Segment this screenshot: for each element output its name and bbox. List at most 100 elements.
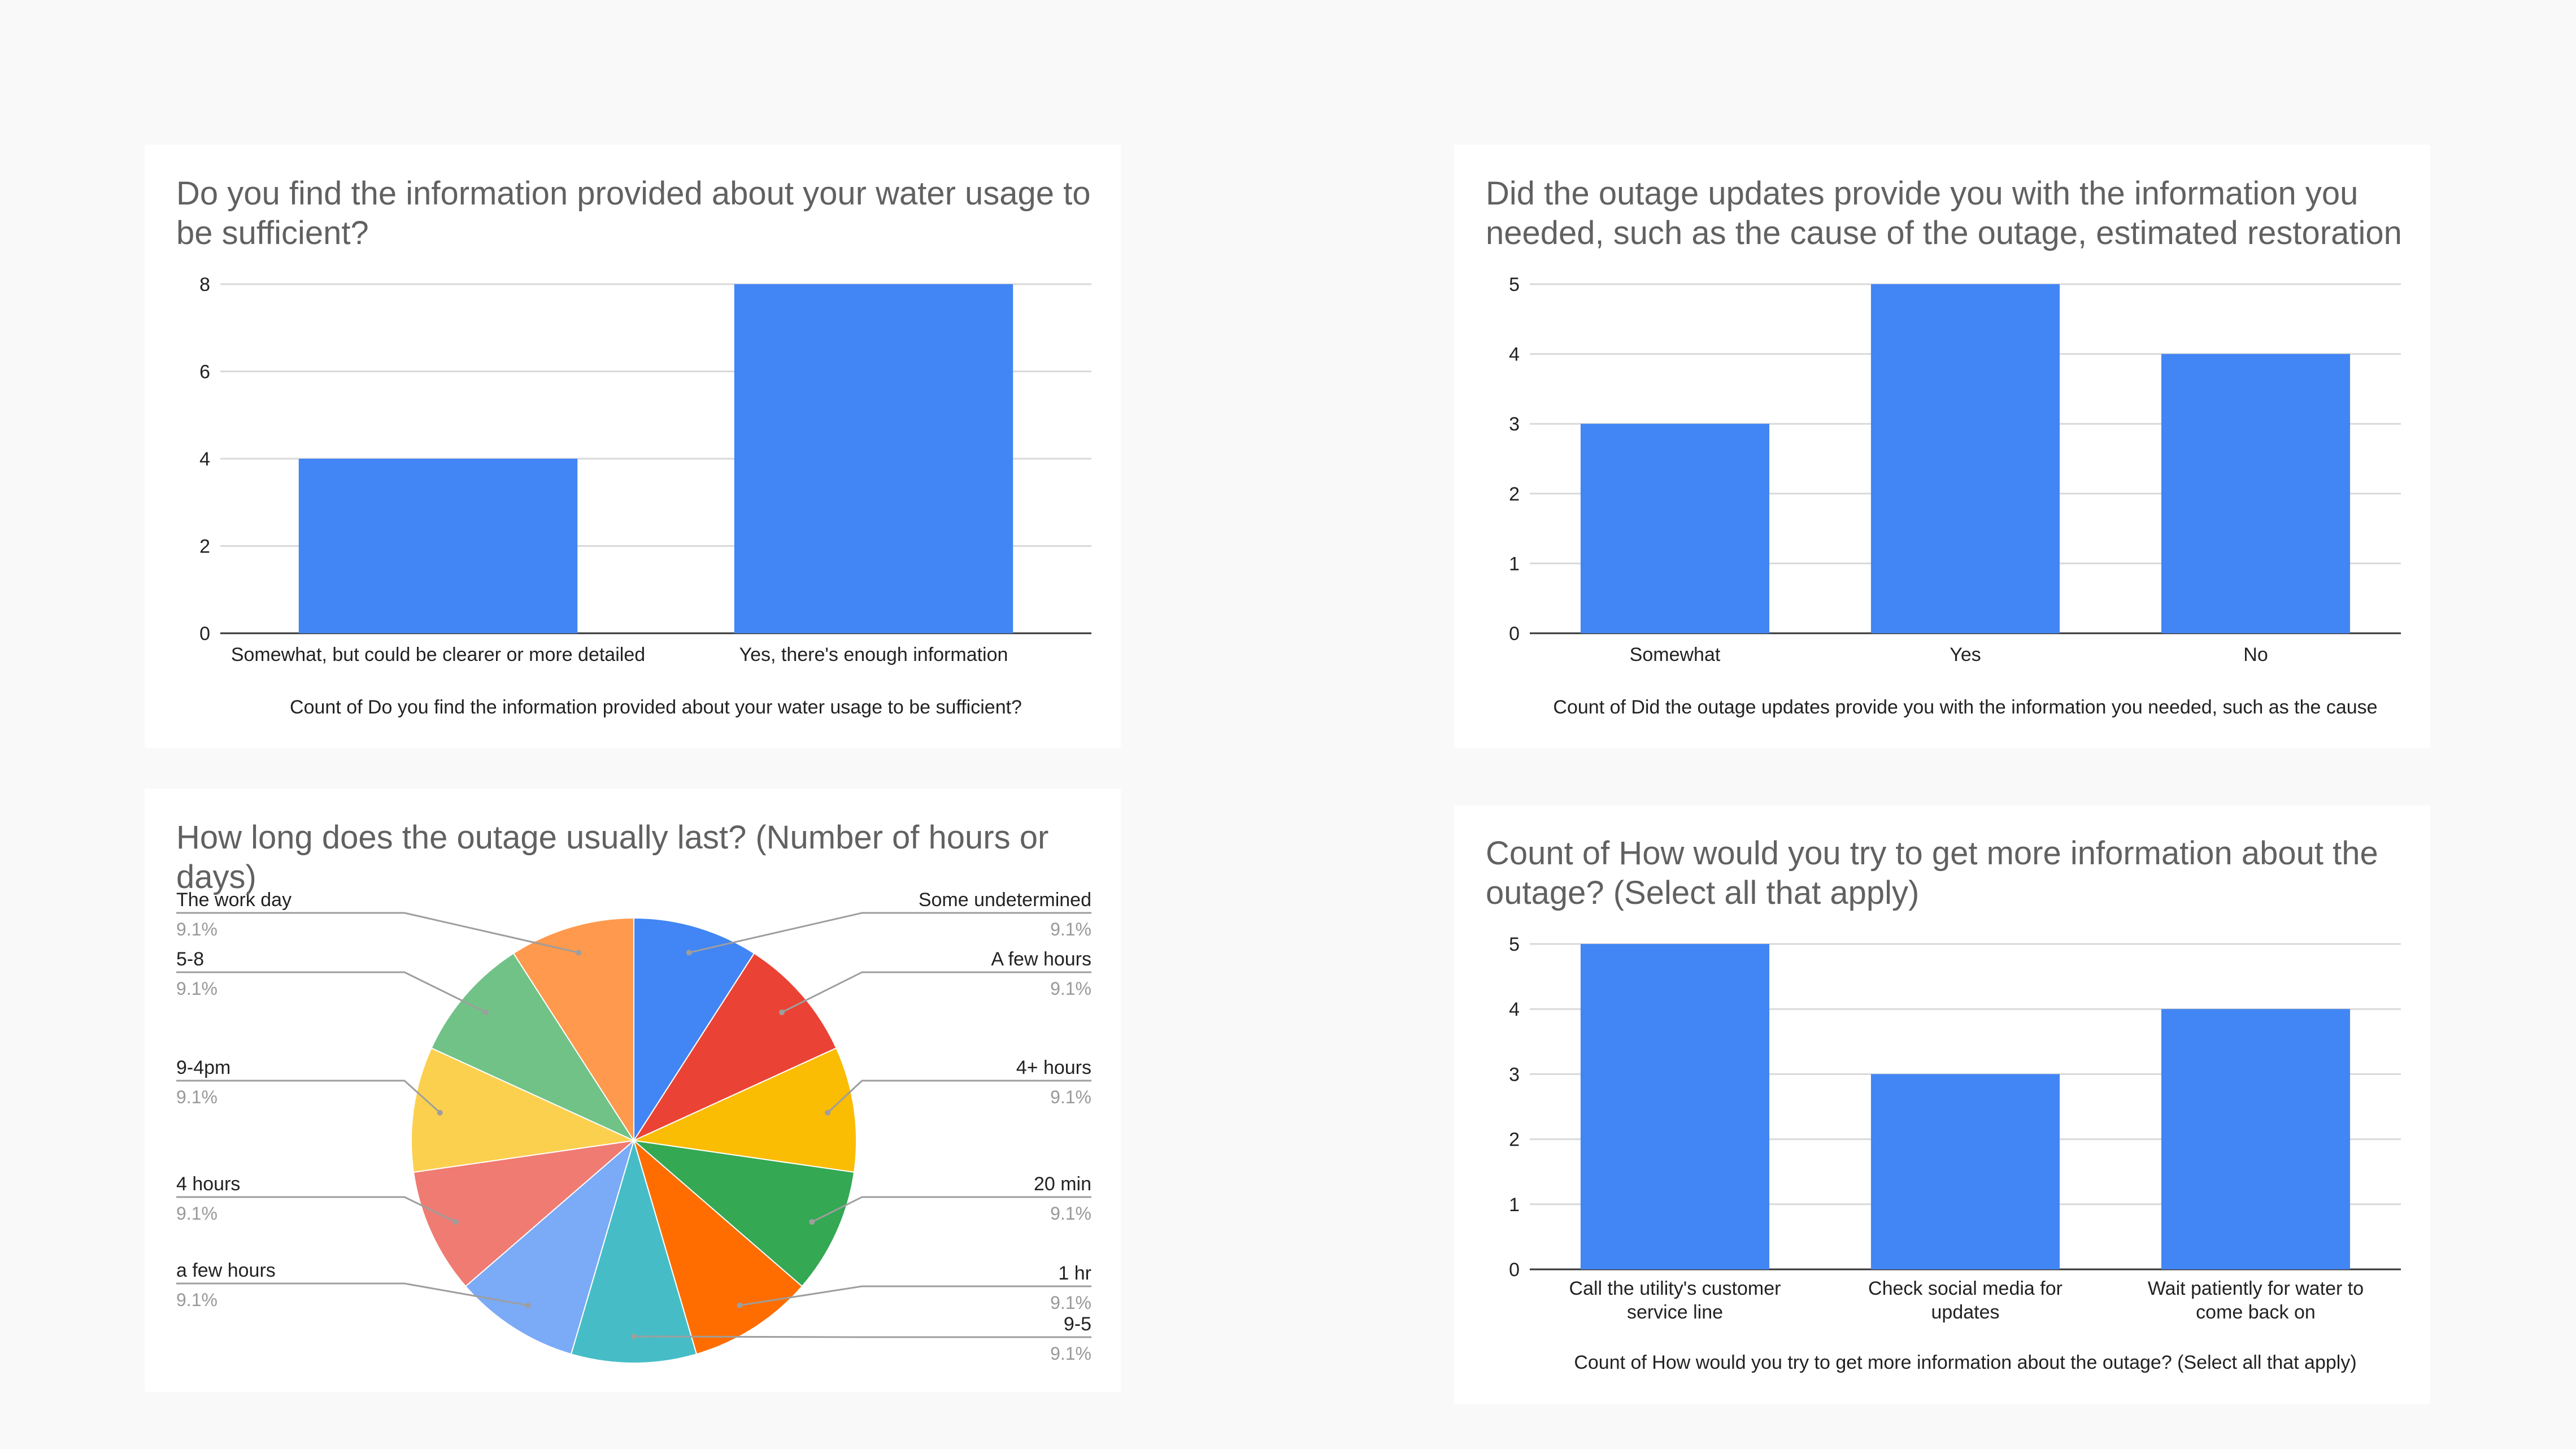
slice-percent: 9.1% (1050, 1203, 1091, 1224)
slice-label: 20 min (1034, 1173, 1091, 1195)
leader-dot (576, 950, 582, 956)
x-category-label: No (2243, 644, 2268, 665)
bar (2161, 354, 2351, 633)
y-tick-label: 4 (1509, 999, 1520, 1020)
x-axis-title: Count of Do you find the information pro… (290, 697, 1022, 718)
y-tick-label: 1 (1509, 1194, 1520, 1216)
leader-line (827, 1080, 1091, 1113)
y-tick-label: 0 (1509, 623, 1520, 645)
pie-slice (632, 1139, 855, 1287)
leader-line (781, 971, 1091, 1013)
bar (1870, 284, 2060, 633)
y-tick-label: 3 (1509, 1064, 1520, 1085)
pie-slice (570, 1138, 698, 1364)
leader-dot (525, 1302, 531, 1308)
slice-label: 1 hr (1058, 1263, 1091, 1284)
leader-line (811, 1196, 1091, 1223)
bar (1870, 1074, 2060, 1269)
pie-slice (632, 1047, 857, 1173)
slice-label: 4 hours (176, 1173, 240, 1195)
leader-dot (809, 1219, 815, 1225)
slice-percent: 9.1% (176, 1290, 217, 1310)
slice-percent: 9.1% (176, 978, 217, 999)
y-tick-label: 4 (1509, 344, 1520, 365)
leader-dot (437, 1109, 443, 1116)
x-axis-title: Count of How would you try to get more i… (1574, 1352, 2356, 1373)
leader-dot (779, 1009, 785, 1015)
x-category-label: Somewhat (1630, 644, 1721, 665)
info-sources-bar-chart: 0 1 2 3 4 5 Call the utility's customer service… (1509, 934, 2401, 1373)
y-tick-label: 0 (199, 623, 210, 645)
leader-line (176, 1282, 528, 1307)
y-tick-label: 8 (199, 274, 210, 295)
leader-dot (686, 950, 692, 956)
outage-updates-bar-chart: 0 1 2 3 4 5 Somewhat Yes No Count of Did the outa… (1509, 274, 2401, 718)
x-axis-title: Count of Did the outage updates provide … (1553, 697, 2377, 718)
chart-card-outage-duration: Some undetermined 9.1% A few hours 9.1% 4+ h… (145, 789, 1121, 1392)
x-category-label: come back on (2196, 1302, 2316, 1323)
y-tick-label: 5 (1509, 934, 1520, 955)
slice-percent: 9.1% (1050, 978, 1091, 999)
leader-dot (631, 1333, 637, 1339)
bar (1580, 424, 1770, 633)
x-category-label: Yes (1950, 644, 1981, 665)
y-tick-label: 0 (1509, 1259, 1520, 1281)
slice-percent: 9.1% (176, 1087, 217, 1107)
bar (298, 459, 578, 633)
chart-title: Do you find the information provided abo… (176, 175, 1091, 251)
pie-slice (464, 1139, 635, 1355)
bar (734, 284, 1013, 633)
slice-percent: 9.1% (1050, 1293, 1091, 1313)
x-category-label: service line (1627, 1302, 1723, 1323)
leader-line (689, 912, 1091, 954)
chart-card-water-usage: 0 2 4 6 8 Somewhat, but could be clearer or m… (145, 145, 1121, 748)
leader-line (739, 1285, 1091, 1307)
leader-dot (825, 1109, 831, 1116)
leader-dot (737, 1302, 743, 1308)
slice-label: A few hours (991, 948, 1091, 970)
x-category-label: Check social media for (1868, 1278, 2062, 1299)
pie-slice (632, 952, 837, 1142)
leader-dot (452, 1219, 459, 1225)
slice-percent: 9.1% (1050, 1087, 1091, 1107)
slice-label: The work day (176, 889, 291, 911)
slice-percent: 9.1% (176, 919, 217, 939)
slice-percent: 9.1% (176, 1203, 217, 1224)
leader-line (176, 1080, 441, 1113)
y-tick-label: 5 (1509, 274, 1520, 295)
y-tick-label: 4 (199, 449, 210, 470)
water-usage-bar-chart: 0 2 4 6 8 Somewhat, but could be clearer or m… (199, 274, 1091, 718)
pie-slice (412, 1139, 636, 1287)
y-tick-label: 3 (1509, 414, 1520, 435)
slice-label: Some undetermined (919, 889, 1091, 911)
outage-duration-pie-chart: Some undetermined 9.1% A few hours 9.1% 4+ h… (176, 889, 1091, 1364)
leader-line (176, 971, 486, 1013)
chart-title: How long does the outage usually last? (… (176, 819, 1049, 895)
pie-slice (633, 917, 755, 1143)
slice-percent: 9.1% (1050, 919, 1091, 939)
slice-percent: 9.1% (1050, 1343, 1091, 1364)
chart-title: Count of How would you try to get more i… (1486, 835, 2378, 911)
chart-card-info-sources: 0 1 2 3 4 5 Call the utility's customer service… (1454, 806, 2430, 1404)
x-category-label: Call the utility's customer (1569, 1278, 1781, 1299)
pie-slice (633, 1139, 803, 1355)
y-tick-label: 2 (1509, 1129, 1520, 1151)
leader-line (176, 912, 579, 954)
x-category-label: Wait patiently for water to (2148, 1278, 2364, 1299)
y-tick-label: 1 (1509, 553, 1520, 575)
pie-slice (512, 917, 634, 1143)
pie-slice (411, 1047, 636, 1173)
y-tick-label: 2 (199, 536, 210, 558)
y-tick-label: 6 (199, 362, 210, 383)
pie-slice (430, 952, 636, 1142)
chart-title: Did the outage updates provide you with … (1486, 175, 2402, 251)
slice-label: 4+ hours (1016, 1057, 1091, 1078)
slice-label: 9-4pm (176, 1057, 230, 1078)
slice-label: 9-5 (1064, 1313, 1091, 1335)
bar (2161, 1009, 2351, 1269)
chart-card-outage-updates: 0 1 2 3 4 5 Somewhat Yes No Count of Did the outa… (1454, 145, 2430, 748)
x-category-label: Somewhat, but could be clearer or more d… (231, 644, 645, 665)
slice-label: 5-8 (176, 948, 204, 970)
x-category-label: updates (1931, 1302, 2000, 1323)
leader-line (176, 1196, 456, 1223)
